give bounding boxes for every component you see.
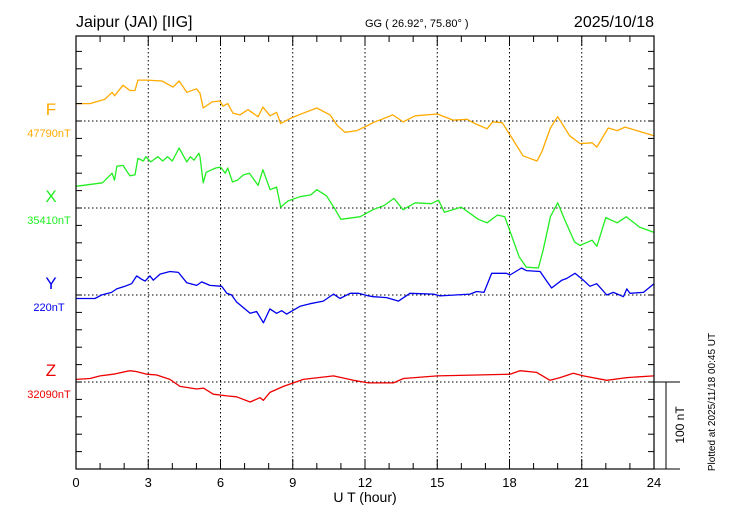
x-tick-label: 9 xyxy=(289,475,296,490)
series-line-f xyxy=(76,79,655,162)
series-baseline-x: 35410nT xyxy=(27,215,71,227)
series-lines xyxy=(75,79,655,403)
coordinates-label: GG ( 26.92°, 75.80° ) xyxy=(365,18,469,30)
series-line-z xyxy=(75,370,655,403)
scale-bar: 100 nT xyxy=(654,381,687,470)
series-name-x: X xyxy=(45,187,56,206)
x-tick-label: 6 xyxy=(217,475,224,490)
x-tick-label: 21 xyxy=(575,475,589,490)
x-tick-label: 24 xyxy=(647,475,661,490)
x-tick-label: 18 xyxy=(502,475,516,490)
series-line-y xyxy=(76,267,655,324)
x-axis-label: U T (hour) xyxy=(333,489,396,505)
station-title: Jaipur (JAI) [IIG] xyxy=(76,14,192,31)
series-name-z: Z xyxy=(46,361,56,380)
date-label: 2025/10/18 xyxy=(574,14,654,31)
x-tick-label: 15 xyxy=(430,475,444,490)
series-name-f: F xyxy=(46,100,56,119)
series-line-x xyxy=(75,147,655,269)
axis-ticks xyxy=(75,36,655,470)
series-baseline-f: 47790nT xyxy=(27,128,71,140)
series-baseline-y: 220nT xyxy=(33,302,64,314)
series-name-y: Y xyxy=(45,274,56,293)
x-tick-label: 12 xyxy=(358,475,372,490)
scale-bar-label: 100 nT xyxy=(673,406,687,444)
x-tick-label: 3 xyxy=(145,475,152,490)
plotted-at-label: Plotted at 2025/11/18 00:45 UT xyxy=(707,333,718,471)
axis-labels: 0 3 6 9 12 15 18 21 24 F 47790nT X 35410nT Y 220nT Z 320… xyxy=(27,100,661,490)
series-baseline-z: 32090nT xyxy=(27,389,71,401)
gridlines xyxy=(76,36,654,469)
x-tick-label: 0 xyxy=(72,475,79,490)
